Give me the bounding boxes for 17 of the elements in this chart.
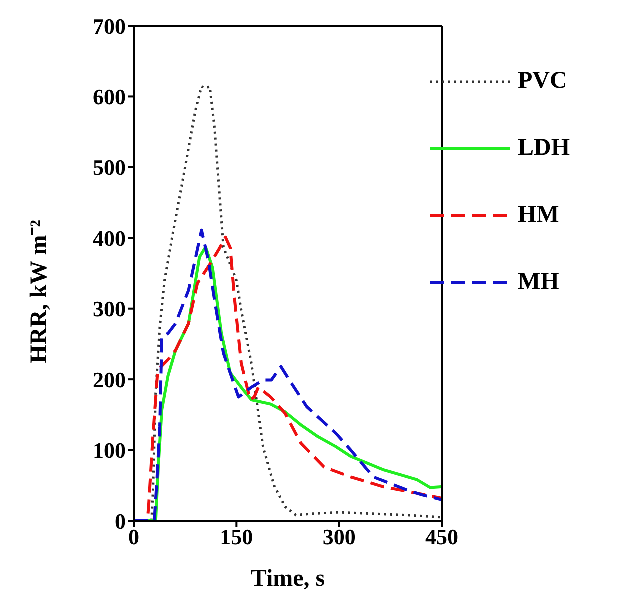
x-tick-label: 150 — [220, 524, 254, 550]
y-tick-label: 100 — [93, 438, 126, 464]
x-tick-label: 300 — [322, 524, 356, 550]
legend-label: LDH — [518, 135, 572, 162]
y-tick-label: 300 — [93, 296, 126, 322]
legend-label: HM — [518, 202, 560, 229]
x-tick-label: 450 — [426, 524, 458, 550]
y-tick-label: 400 — [93, 226, 126, 251]
y-tick-label: 0 — [115, 508, 126, 534]
y-tick-label: 600 — [93, 84, 126, 110]
x-axis-title: Time, s — [250, 566, 326, 592]
y-axis-title: HRR, kW m⁻² — [26, 220, 53, 364]
y-tick-label: 500 — [93, 155, 126, 180]
y-tick-label: 200 — [93, 367, 126, 392]
legend-label: MH — [518, 269, 560, 296]
legend-label: PVC — [518, 68, 568, 95]
y-tick-label: 700 — [93, 14, 126, 39]
